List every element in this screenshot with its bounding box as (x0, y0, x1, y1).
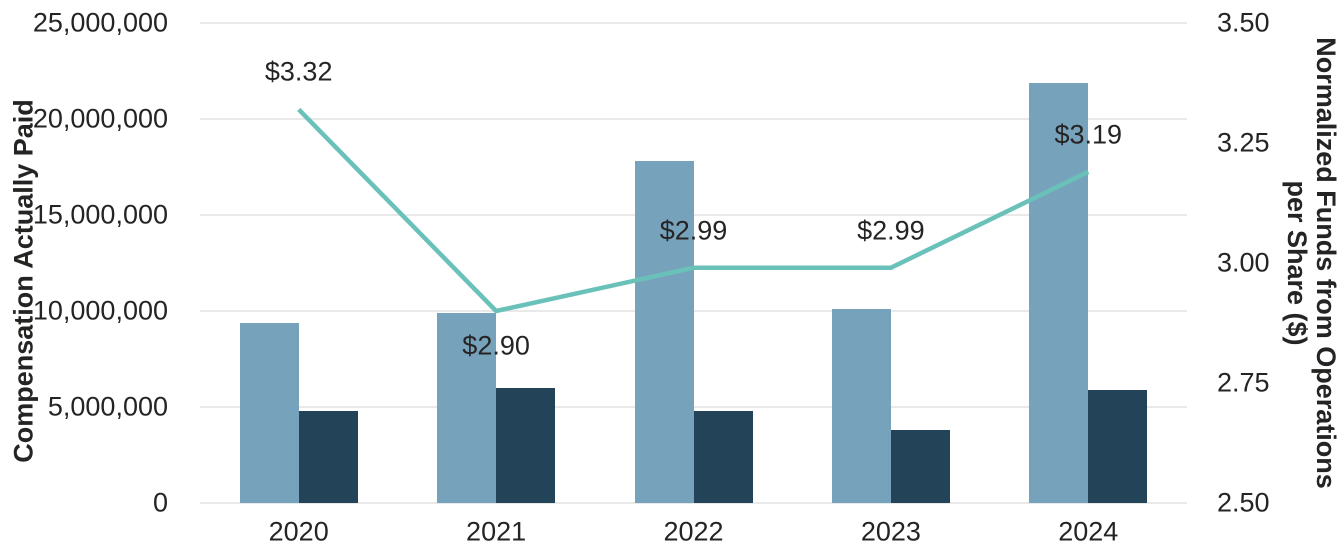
bar-light-blue-2020 (239, 322, 299, 503)
left-axis-tick: 5,000,000 (47, 391, 168, 422)
right-axis-title: Normalized Funds from Operations per Sha… (1282, 37, 1341, 489)
gridline (200, 22, 1187, 24)
bar-dark-navy-2021 (496, 387, 556, 503)
line-data-label-2022: $2.99 (659, 215, 728, 246)
right-axis-tick: 3.25 (1217, 127, 1270, 158)
right-axis-tick: 2.75 (1217, 367, 1270, 398)
bar-light-blue-2024 (1029, 82, 1089, 503)
x-axis-tick: 2021 (466, 516, 527, 547)
gridline (200, 502, 1187, 504)
bar-light-blue-2021 (437, 312, 497, 503)
bar-dark-navy-2022 (693, 410, 753, 503)
left-axis-tick: 10,000,000 (32, 295, 168, 326)
gridline (200, 310, 1187, 312)
line-normalized-ffo-per-share (297, 107, 1090, 314)
x-axis-tick: 2024 (1058, 516, 1119, 547)
bar-light-blue-2023 (831, 309, 891, 503)
right-axis-tick: 2.50 (1217, 487, 1270, 518)
right-axis-tick: 3.50 (1217, 7, 1270, 38)
line-data-label-2021: $2.90 (462, 330, 530, 361)
line-data-label-2023: $2.99 (857, 215, 925, 246)
bar-light-blue-2022 (634, 161, 694, 503)
x-axis-tick: 2023 (860, 516, 921, 547)
bar-dark-navy-2024 (1088, 389, 1148, 503)
left-axis-tick: 25,000,000 (32, 7, 168, 38)
x-axis-tick: 2020 (268, 516, 329, 547)
gridline (200, 214, 1187, 216)
left-axis-tick: 15,000,000 (32, 199, 168, 230)
gridline (200, 406, 1187, 408)
right-axis-tick: 3.00 (1217, 247, 1270, 278)
left-axis-tick: 0 (152, 487, 168, 518)
right-axis-title-line1: Normalized Funds from Operations (1311, 37, 1341, 489)
left-axis-title: Compensation Actually Paid (8, 99, 39, 463)
line-data-label-2020: $3.32 (264, 56, 333, 87)
line-data-label-2024: $3.19 (1054, 119, 1123, 150)
x-axis-tick: 2022 (663, 516, 724, 547)
bar-dark-navy-2023 (890, 430, 950, 503)
bar-dark-navy-2020 (298, 410, 358, 503)
right-axis-title-line2: per Share ($) (1282, 180, 1312, 346)
gridline (200, 118, 1187, 120)
left-axis-tick: 20,000,000 (32, 103, 168, 134)
